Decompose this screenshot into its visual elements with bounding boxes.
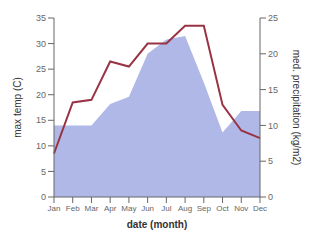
svg-text:15: 15 [36,115,46,125]
svg-text:5: 5 [268,156,273,166]
svg-text:Sep: Sep [197,204,212,213]
svg-text:Feb: Feb [66,204,80,213]
svg-text:10: 10 [36,141,46,151]
svg-text:date (month): date (month) [127,219,188,230]
svg-text:0: 0 [41,192,46,202]
svg-text:25: 25 [36,64,46,74]
svg-text:0: 0 [268,192,273,202]
svg-text:Mar: Mar [85,204,99,213]
svg-text:May: May [121,204,136,213]
svg-text:5: 5 [41,167,46,177]
svg-text:35: 35 [36,13,46,23]
svg-text:Dec: Dec [253,204,267,213]
svg-text:Apr: Apr [104,204,117,213]
svg-text:10: 10 [268,121,278,131]
svg-text:Jun: Jun [141,204,154,213]
svg-text:Jan: Jan [48,204,61,213]
svg-text:30: 30 [36,39,46,49]
svg-text:20: 20 [268,49,278,59]
svg-text:20: 20 [36,90,46,100]
svg-text:med. precipitation (kg/m2): med. precipitation (kg/m2) [291,50,302,166]
svg-text:Nov: Nov [234,204,248,213]
svg-text:Jul: Jul [161,204,171,213]
svg-text:25: 25 [268,13,278,23]
svg-text:Oct: Oct [216,204,229,213]
svg-text:max temp (C): max temp (C) [12,77,23,138]
svg-text:Aug: Aug [178,204,192,213]
svg-text:15: 15 [268,85,278,95]
